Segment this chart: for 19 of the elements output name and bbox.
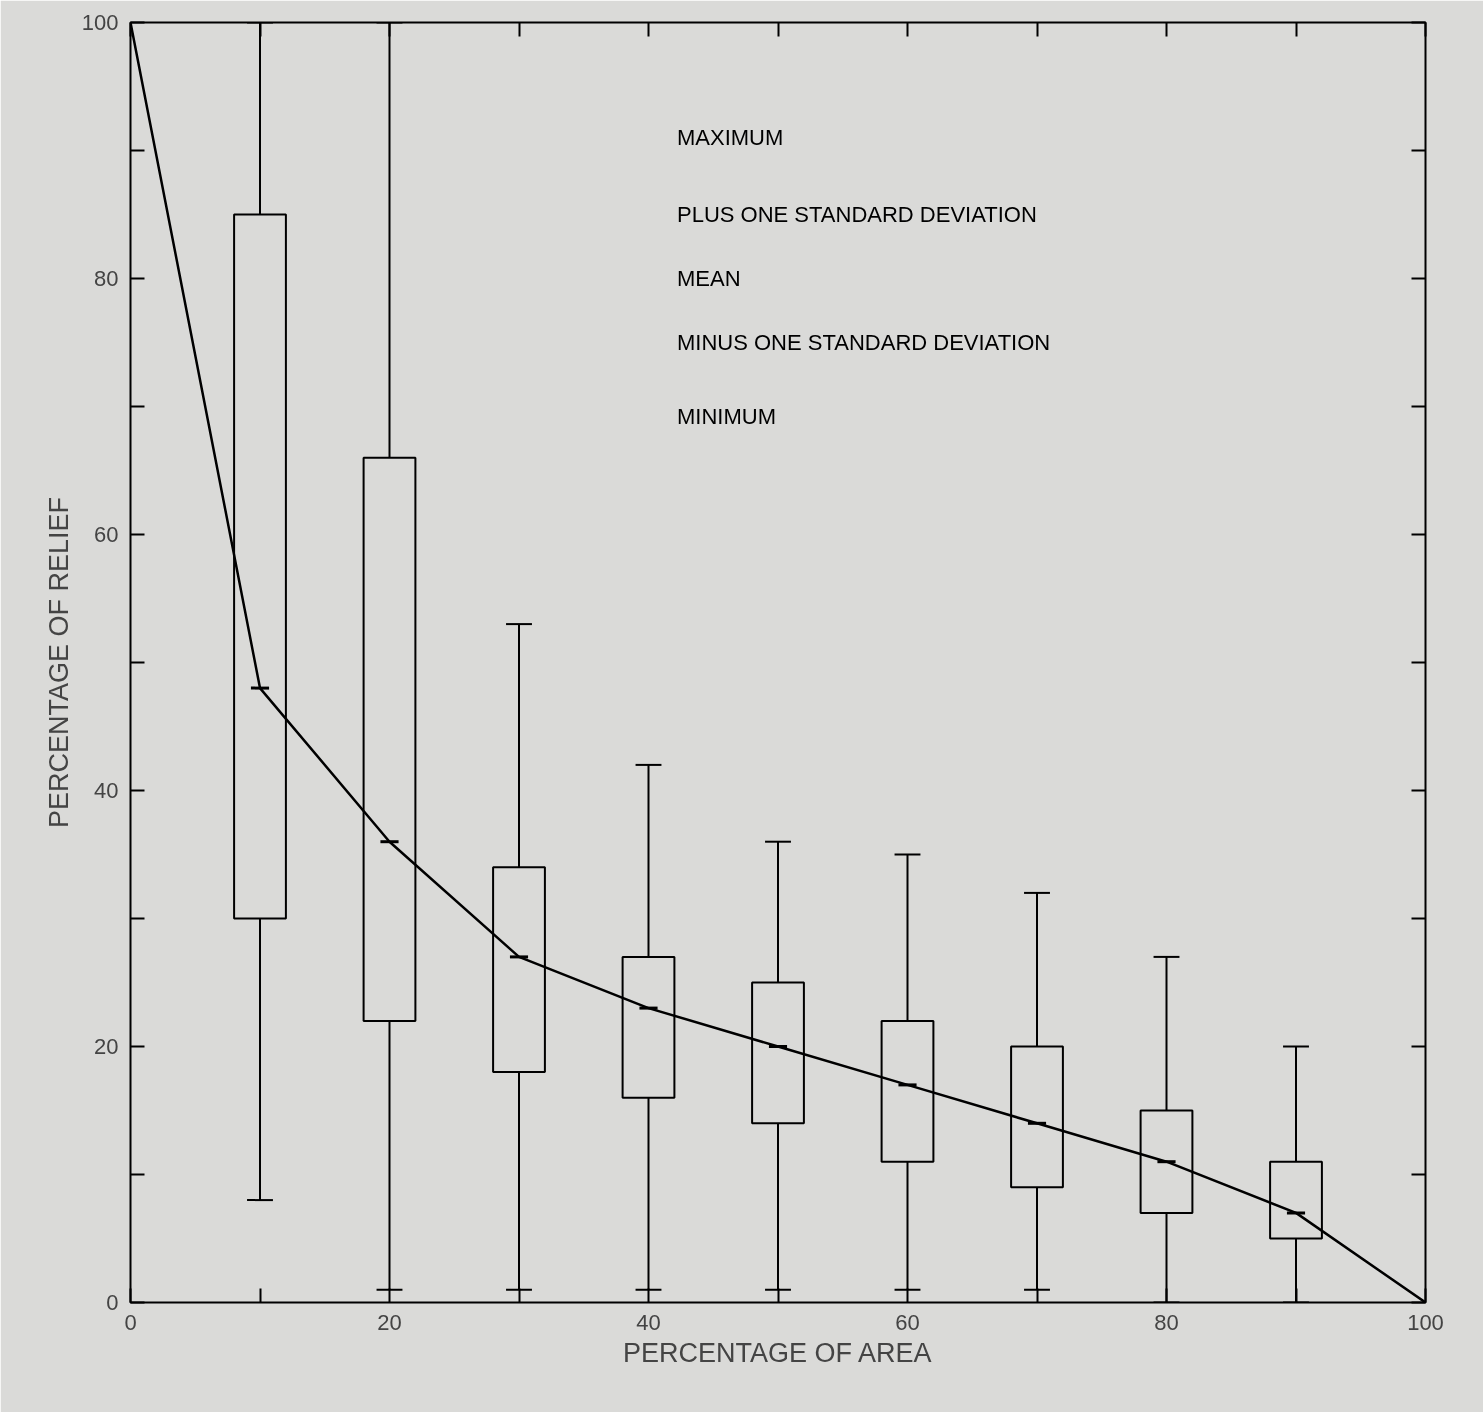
x-tick-label: 40: [636, 1309, 661, 1335]
y-tick-label: 100: [81, 10, 119, 35]
x-tick-label: 0: [124, 1309, 137, 1335]
annotation: MEAN: [676, 266, 741, 291]
x-tick-label: 100: [1407, 1309, 1444, 1335]
x-tick-label: 60: [895, 1309, 920, 1335]
y-tick-label: 40: [94, 778, 119, 803]
y-tick-label: 60: [94, 522, 119, 547]
y-tick-label: 80: [94, 266, 119, 291]
annotation: MINUS ONE STANDARD DEVIATION: [676, 330, 1051, 355]
annotation: PLUS ONE STANDARD DEVIATION: [676, 202, 1037, 227]
x-tick-label: 20: [377, 1309, 402, 1335]
x-axis-title: PERCENTAGE OF AREA: [622, 1337, 932, 1368]
annotation: MAXIMUM: [676, 125, 784, 151]
annotation: MINIMUM: [676, 404, 776, 430]
x-tick-label: 80: [1154, 1309, 1179, 1335]
y-axis-title: PERCENTAGE OF RELIEF: [43, 496, 74, 829]
y-tick-label: 20: [94, 1034, 119, 1059]
y-tick-label: 0: [106, 1290, 119, 1315]
